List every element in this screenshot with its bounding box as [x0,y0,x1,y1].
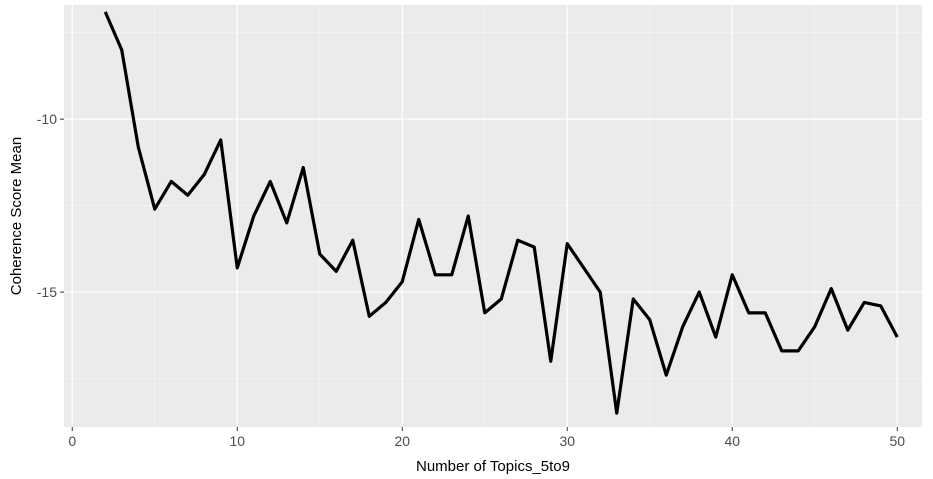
y-tick-label: -10 [37,111,57,127]
x-tick-label: 30 [559,433,575,449]
y-tick-label: -15 [37,284,57,300]
minor-gridlines [64,5,922,427]
y-axis-title: Coherence Score Mean [8,137,25,295]
x-tick-label: 20 [394,433,410,449]
x-tick-label: 0 [68,433,76,449]
x-axis-ticks: 0 10 20 30 40 50 [68,427,905,449]
major-gridlines [64,5,922,427]
y-axis-ticks: -10 -15 [37,111,64,300]
x-tick-label: 10 [229,433,245,449]
data-points [105,11,898,414]
x-tick-label: 40 [724,433,740,449]
plot-panel [64,5,922,427]
x-axis-title: Number of Topics_5to9 [416,458,570,475]
x-tick-label: 50 [889,433,905,449]
